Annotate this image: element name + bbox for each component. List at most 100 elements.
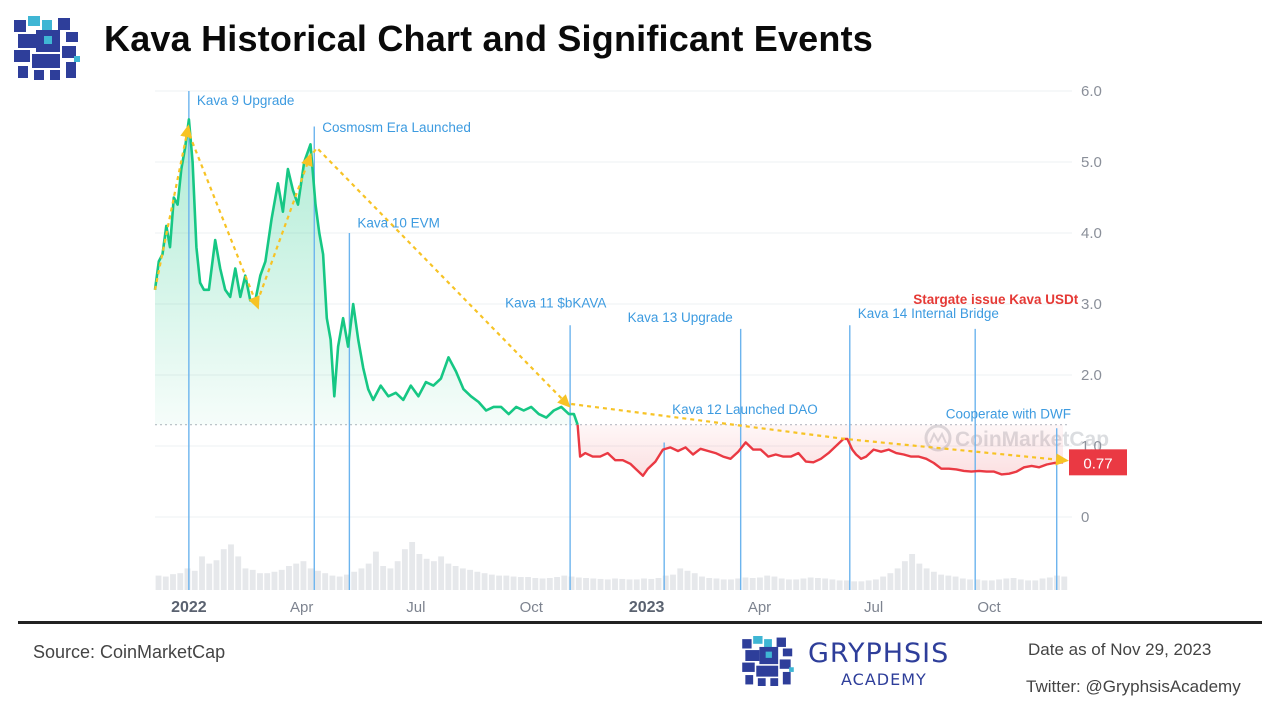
volume-bar xyxy=(503,575,510,590)
volume-bar xyxy=(836,580,843,590)
volume-bar xyxy=(858,581,865,590)
volume-bar xyxy=(880,576,887,590)
footer-divider xyxy=(18,621,1262,624)
volume-bar xyxy=(923,568,930,590)
volume-bar xyxy=(575,577,582,590)
volume-bar xyxy=(561,575,568,590)
trend-arrowhead xyxy=(301,152,313,168)
volume-bar xyxy=(293,563,300,590)
volume-bar xyxy=(887,573,894,590)
volume-bar xyxy=(191,570,198,590)
volume-bar xyxy=(170,574,176,590)
y-tick-label: 2.0 xyxy=(1081,367,1102,384)
y-tick-label: 4.0 xyxy=(1081,225,1102,242)
volume-bar xyxy=(358,568,365,590)
volume-bar xyxy=(416,554,423,590)
gryphsis-logo-icon xyxy=(14,16,80,80)
volume-bar xyxy=(177,573,184,590)
volume-bar xyxy=(742,577,749,590)
volume-bar xyxy=(988,580,995,590)
volume-bar xyxy=(1032,580,1039,590)
source-text: Source: CoinMarketCap xyxy=(33,642,226,662)
volume-bar xyxy=(757,577,763,590)
volume-bar xyxy=(793,579,800,590)
volume-bar xyxy=(872,579,879,590)
volume-bar xyxy=(525,577,531,590)
volume-bar xyxy=(771,576,778,590)
volume-bar xyxy=(662,575,669,590)
price-chart: 01.02.03.04.05.06.0CoinMarketCapKava 9 U… xyxy=(153,83,1127,616)
volume-bar xyxy=(532,578,539,590)
event-label: Kava 9 Upgrade xyxy=(197,93,295,108)
volume-bar xyxy=(488,574,495,590)
trend-line xyxy=(153,126,1064,462)
volume-bar xyxy=(510,576,517,590)
volume-bar xyxy=(343,574,350,590)
volume-bar xyxy=(814,578,821,590)
volume-bar xyxy=(749,578,756,590)
volume-bar xyxy=(967,579,974,590)
volume-bar xyxy=(829,579,836,590)
volume-bar xyxy=(474,571,481,590)
volume-bar xyxy=(162,576,169,590)
volume-bar xyxy=(249,569,256,590)
volume-bar xyxy=(365,563,372,590)
volume-bar xyxy=(619,578,626,590)
volume-bar xyxy=(554,577,560,590)
volume-bar xyxy=(706,578,713,590)
volume-bar xyxy=(974,579,981,590)
event-label: Cosmosm Era Launched xyxy=(322,120,471,135)
volume-bar xyxy=(720,579,727,590)
volume-bar xyxy=(242,568,249,590)
volume-bar xyxy=(235,556,242,590)
event-label: Kava 12 Launched DAO xyxy=(672,402,818,417)
volume-bar xyxy=(271,571,278,590)
volume-bar xyxy=(597,578,604,590)
green-area xyxy=(155,119,578,425)
volume-bar xyxy=(604,579,611,590)
price-line-down xyxy=(576,424,1064,477)
volume-bar xyxy=(641,578,647,590)
volume-bar xyxy=(199,556,205,590)
y-tick-label: 3.0 xyxy=(1081,296,1102,313)
volume-bar xyxy=(909,554,916,590)
volume-bar xyxy=(583,578,589,590)
volume-bar xyxy=(401,549,408,590)
y-tick-label: 0 xyxy=(1081,509,1089,526)
volume-bar xyxy=(981,580,988,590)
volume-bar xyxy=(1039,578,1046,590)
volume-bar xyxy=(786,579,792,590)
volume-bar xyxy=(648,578,655,590)
x-tick-label: Oct xyxy=(520,599,544,616)
volume-bar xyxy=(938,574,945,590)
volume-bar xyxy=(865,580,872,590)
volume-bar xyxy=(800,578,807,590)
volume-bar xyxy=(445,563,452,590)
volume-bar xyxy=(481,573,488,590)
x-tick-label: 2023 xyxy=(629,599,665,616)
volume-bar xyxy=(590,578,597,590)
volume-bar xyxy=(206,563,213,590)
event-label: Kava 10 EVM xyxy=(357,215,440,230)
volume-bar xyxy=(539,578,546,590)
volume-bar xyxy=(278,569,285,590)
volume-bar xyxy=(496,575,503,590)
y-tick-label: 6.0 xyxy=(1081,83,1102,100)
volume-bar xyxy=(894,568,901,590)
volume-bar xyxy=(264,573,271,590)
volume-bar xyxy=(380,566,387,590)
volume-bar xyxy=(372,551,379,590)
volume-bar xyxy=(959,578,966,590)
volume-bar xyxy=(655,578,662,590)
volume-bar xyxy=(1046,577,1053,590)
volume-bar xyxy=(228,544,234,590)
twitter-handle: Twitter: @GryphsisAcademy xyxy=(1026,677,1241,696)
red-area xyxy=(577,424,1063,476)
volume-bar xyxy=(546,578,553,590)
event-label: Kava 14 Internal Bridge xyxy=(858,306,999,321)
trend-arrowhead xyxy=(248,295,260,310)
x-tick-label: Apr xyxy=(290,599,313,616)
event-label: Cooperate with DWF xyxy=(946,406,1071,421)
volume-bar xyxy=(945,575,952,590)
volume-bar xyxy=(626,579,633,590)
